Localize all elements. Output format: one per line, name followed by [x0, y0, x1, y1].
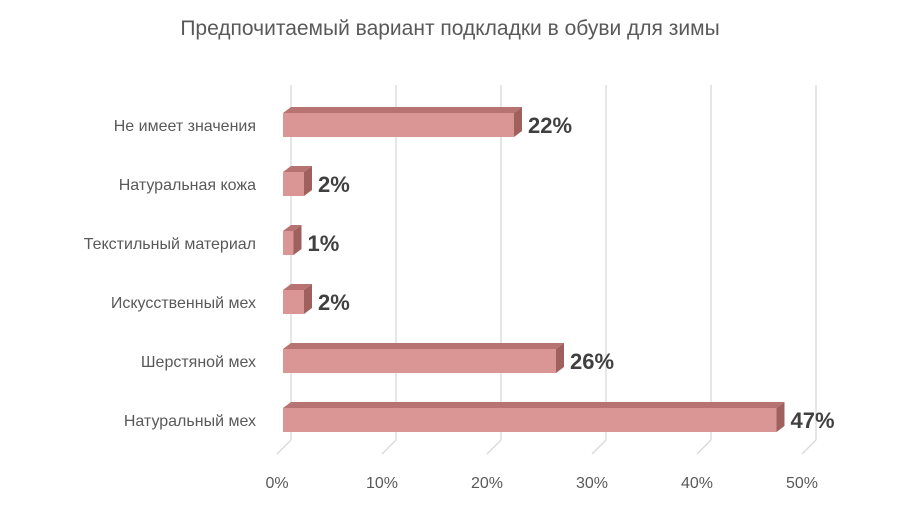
bar	[283, 284, 312, 314]
x-tick-label: 30%	[576, 475, 608, 492]
gridline-floor	[696, 439, 712, 455]
gridline-floor	[381, 439, 397, 455]
labels: 0% 10% 20% 30% 40% 50% Не имеет значения 22% Нат…	[84, 113, 835, 492]
x-tick-label: 40%	[681, 475, 713, 492]
gridlines	[276, 85, 817, 455]
bar-front-face	[283, 408, 777, 432]
data-label: 22%	[528, 113, 572, 138]
bar-top-face	[283, 284, 312, 290]
category-label: Натуральная кожа	[119, 177, 256, 194]
bars	[283, 107, 785, 432]
bar-side-face	[293, 225, 302, 255]
x-tick-label: 50%	[786, 475, 818, 492]
bar-front-face	[283, 231, 294, 255]
bar-top-face	[283, 107, 522, 113]
data-label: 26%	[570, 349, 614, 374]
bar-top-face	[283, 166, 312, 172]
bar	[283, 107, 522, 137]
bar-side-face	[556, 343, 564, 373]
gridline-floor	[591, 439, 607, 455]
bar	[283, 402, 785, 432]
data-label: 47%	[791, 408, 835, 433]
data-label: 2%	[318, 290, 350, 315]
bar-top-face	[283, 402, 785, 408]
chart-title: Предпочитаемый вариант подкладки в обуви…	[180, 17, 720, 40]
bar-side-face	[304, 166, 312, 196]
gridline-floor	[801, 439, 817, 455]
x-tick-label: 0%	[265, 475, 288, 492]
bar	[283, 225, 302, 255]
bar-front-face	[283, 172, 304, 196]
bar-side-face	[776, 402, 785, 432]
bar-front-face	[283, 113, 514, 137]
bar-front-face	[283, 290, 304, 314]
category-label: Натуральный мех	[124, 413, 256, 430]
category-label: Искусственный мех	[111, 295, 256, 312]
data-label: 1%	[308, 231, 340, 256]
gridline-floor	[276, 439, 292, 455]
category-label: Текстильный материал	[84, 236, 256, 253]
bar-front-face	[283, 349, 556, 373]
data-label: 2%	[318, 172, 350, 197]
gridline-floor	[486, 439, 502, 455]
category-label: Не имеет значения	[114, 118, 256, 135]
bar-top-face	[283, 343, 564, 349]
bar-side-face	[514, 107, 522, 137]
bar-side-face	[304, 284, 312, 314]
bar	[283, 166, 312, 196]
bar	[283, 343, 564, 373]
x-tick-label: 20%	[471, 475, 503, 492]
x-tick-label: 10%	[366, 475, 398, 492]
category-label: Шерстяной мех	[141, 354, 256, 371]
bar-top-face	[283, 225, 302, 231]
